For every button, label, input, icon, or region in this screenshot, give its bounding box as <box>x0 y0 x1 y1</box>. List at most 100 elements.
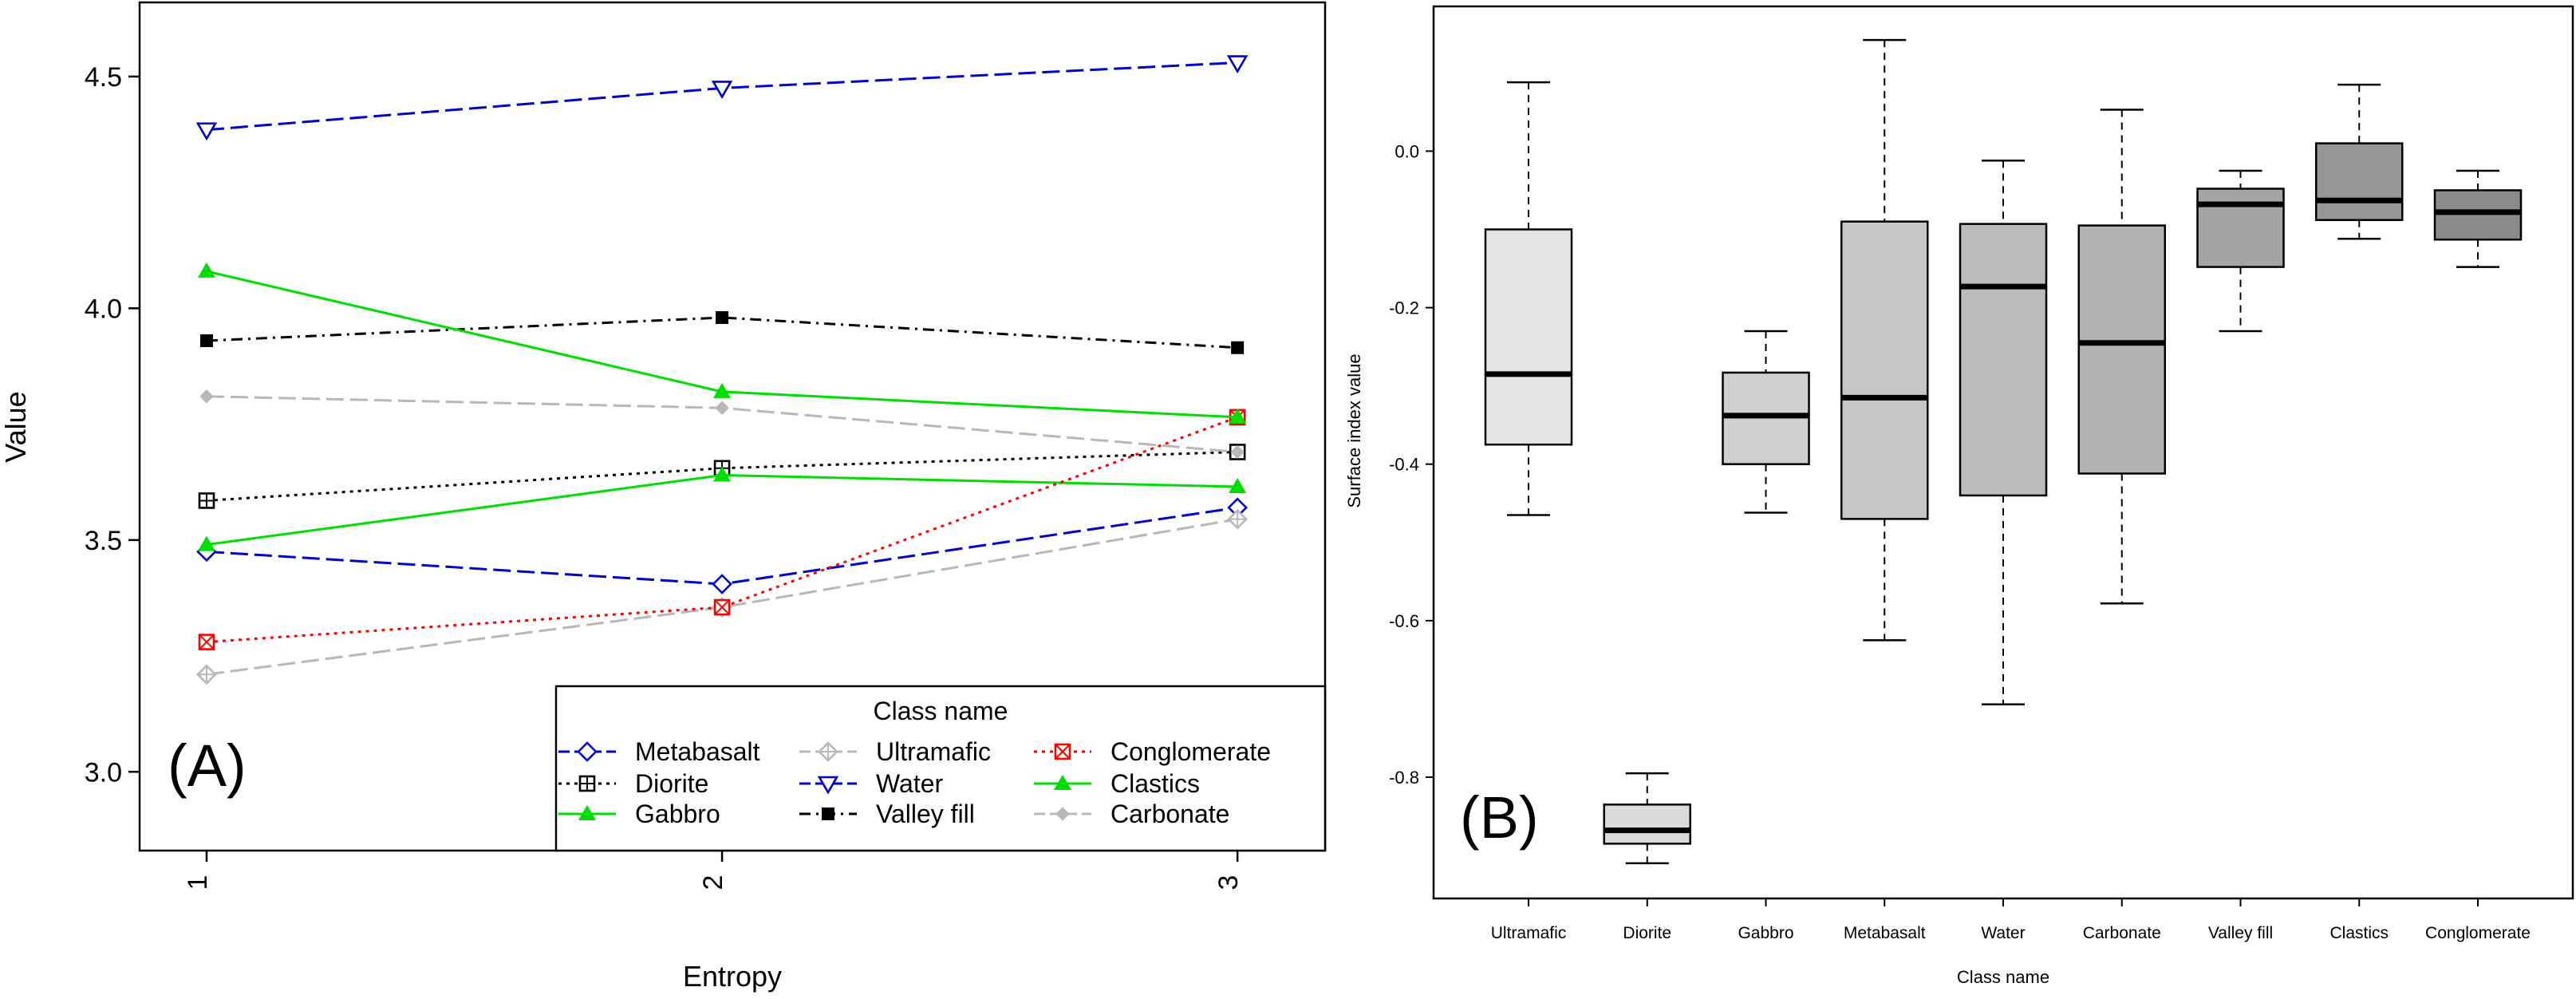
legend-box <box>554 685 1327 852</box>
box-body-metabasalt <box>1840 220 1929 520</box>
legend-label-metabasalt: Metabasalt <box>635 737 760 766</box>
point-clastics-2-shape <box>713 382 732 398</box>
panel-a-series-layer <box>195 55 1249 685</box>
b-y-tick-label-3: -0.2 <box>1389 298 1419 318</box>
b-x-tick-label-ultramafic: Ultramafic <box>1491 924 1567 942</box>
point-carbonate-1-shape <box>199 389 214 404</box>
point-ultramafic-1 <box>196 664 217 685</box>
legend-marker-conglomerate <box>1054 743 1071 760</box>
point-clastics-3-shape <box>1229 408 1247 424</box>
legend-marker-gabbro-shape <box>578 805 596 820</box>
point-diorite-1 <box>198 492 215 509</box>
legend-item-gabbro: Gabbro <box>558 800 720 828</box>
panel-b-boxes-layer <box>1484 38 2523 865</box>
legend-marker-ultramafic <box>818 741 838 762</box>
point-carbonate-3 <box>1230 444 1245 460</box>
point-clastics-2 <box>713 382 732 398</box>
point-valley-fill-1-shape <box>199 334 213 348</box>
legend-marker-gabbro <box>578 805 596 820</box>
box-body-carbonate <box>2077 224 2166 475</box>
b-y-tick-label-2: -0.4 <box>1389 455 1419 475</box>
b-x-tick-label-metabasalt: Metabasalt <box>1844 924 1926 942</box>
point-carbonate-2 <box>715 401 729 415</box>
legend-marker-water <box>817 776 839 795</box>
legend-marker-carbonate-shape <box>1055 807 1070 821</box>
legend-label-diorite: Diorite <box>635 769 708 798</box>
legend-marker-clastics-shape <box>1054 775 1071 790</box>
box-body-clastics <box>2315 142 2404 221</box>
legend-marker-metabasalt-shape <box>577 741 598 762</box>
legend-label-ultramafic: Ultramafic <box>876 737 991 766</box>
box-diorite <box>1603 772 1691 865</box>
panel-b-x-axis: Ultramafic Diorite Gabbro Metabasalt Water Ca… <box>1491 898 2531 942</box>
panel-b-y-axis-label: Surface index value <box>1344 353 1364 507</box>
point-gabbro-3 <box>1229 478 1247 494</box>
legend-item-ultramafic: Ultramafic <box>799 737 991 766</box>
series-water <box>195 55 1249 141</box>
b-y-tick-label-0: -0.8 <box>1389 768 1419 788</box>
b-x-tick-label-gabbro: Gabbro <box>1738 924 1793 942</box>
point-water-1-shape <box>195 122 218 141</box>
legend-item-clastics: Clastics <box>1034 769 1200 798</box>
point-gabbro-2-shape <box>713 466 732 482</box>
panel-b-label: (B) <box>1460 784 1539 851</box>
box-gabbro <box>1722 330 1810 514</box>
legend-marker-diorite <box>578 775 596 792</box>
b-x-tick-label-diorite: Diorite <box>1623 924 1671 942</box>
series-carbonate <box>199 389 1245 460</box>
point-valley-fill-2-shape <box>716 310 729 324</box>
point-carbonate-3-shape <box>1230 444 1245 460</box>
point-gabbro-3-shape <box>1229 478 1247 494</box>
legend-label-conglomerate: Conglomerate <box>1110 737 1271 766</box>
box-clastics <box>2315 83 2404 240</box>
box-body-water <box>1959 223 2048 497</box>
box-carbonate <box>2077 109 2166 605</box>
box-ultramafic <box>1484 81 1573 516</box>
legend-label-carbonate: Carbonate <box>1110 800 1229 828</box>
point-clastics-3 <box>1229 408 1247 424</box>
panel-a-y-axis: 3.0 3.5 4.0 4.5 <box>85 62 140 788</box>
x-tick-label-1: 2 <box>698 875 728 890</box>
point-water-2-shape <box>711 81 733 100</box>
box-valley-fill <box>2196 169 2285 333</box>
panel-a-x-axis: 1 2 3 <box>183 851 1244 890</box>
legend-item-conglomerate: Conglomerate <box>1034 737 1271 766</box>
point-water-2 <box>711 81 733 100</box>
point-valley-fill-3-shape <box>1231 341 1245 354</box>
point-clastics-1-shape <box>197 262 215 278</box>
b-x-tick-label-clastics: Clastics <box>2329 924 2389 942</box>
point-carbonate-1 <box>199 389 214 404</box>
box-metabasalt <box>1840 38 1929 642</box>
legend-label-gabbro: Gabbro <box>635 800 720 828</box>
legend-label-valley-fill: Valley fill <box>876 800 975 828</box>
series-ultramafic <box>196 508 1249 685</box>
x-tick-label-2: 3 <box>1213 875 1244 890</box>
legend-marker-conglomerate-d2 <box>1055 744 1071 760</box>
series-line-ultramafic <box>206 518 1238 676</box>
y-tick-label-0: 3.0 <box>85 757 122 788</box>
box-body-ultramafic <box>1484 228 1573 446</box>
box-body-valley-fill <box>2196 188 2285 268</box>
box-conglomerate <box>2433 169 2523 268</box>
point-water-3-shape <box>1226 55 1249 74</box>
b-x-tick-label-conglomerate: Conglomerate <box>2425 924 2531 942</box>
b-x-tick-label-carbonate: Carbonate <box>2083 924 2161 942</box>
b-x-tick-label-water: Water <box>1981 924 2025 942</box>
series-line-gabbro <box>206 473 1238 547</box>
legend-item-water: Water <box>799 769 944 798</box>
point-clastics-1 <box>197 262 215 278</box>
series-metabasalt <box>196 497 1249 594</box>
legend-marker-carbonate <box>1055 807 1070 821</box>
series-clastics <box>197 262 1247 424</box>
x-tick-label-0: 1 <box>183 875 213 890</box>
panel-a-label: (A) <box>168 732 247 799</box>
legend-title: Class name <box>874 697 1008 725</box>
b-y-tick-label-1: -0.6 <box>1389 611 1419 631</box>
panel-a-line-chart: 3.0 3.5 4.0 4.5 1 2 3 Value Entropy (A) Class… <box>0 1 1327 993</box>
box-body-diorite <box>1603 804 1691 845</box>
point-valley-fill-1 <box>199 334 213 348</box>
box-water <box>1959 159 2048 706</box>
legend-marker-metabasalt <box>577 741 598 762</box>
panel-a-y-axis-label: Value <box>0 391 32 462</box>
panel-b-x-axis-label: Class name <box>1957 967 2049 987</box>
